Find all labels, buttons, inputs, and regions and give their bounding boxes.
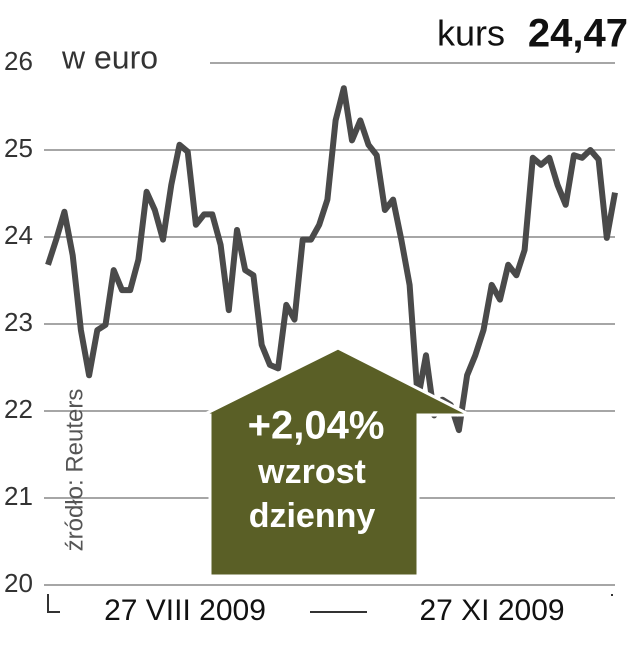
title: kurs [437,13,505,54]
unit-label: w euro [61,39,158,75]
annotation-line: dzienny [249,497,376,535]
price-line [45,85,618,434]
label-bg [367,596,617,630]
y-tick-label: 26 [4,46,33,76]
title-value: 24,47 [528,12,628,56]
y-tick-label: 24 [4,220,33,250]
y-tick-label: 23 [4,307,33,337]
y-tick-label: 25 [4,133,33,163]
change-label: +2,04% [248,404,385,448]
label-bg [60,596,310,630]
arrow [202,346,471,578]
source: źródło: Reuters [61,389,88,552]
y-tick-label: 20 [4,568,33,598]
x-tick-label: 27 XI 2009 [419,594,564,627]
y-tick-label: 22 [4,394,33,424]
x-tick-label: 27 VIII 2009 [104,594,266,627]
y-tick-label: 21 [4,481,33,511]
annotation-line: wzrost [257,453,366,491]
